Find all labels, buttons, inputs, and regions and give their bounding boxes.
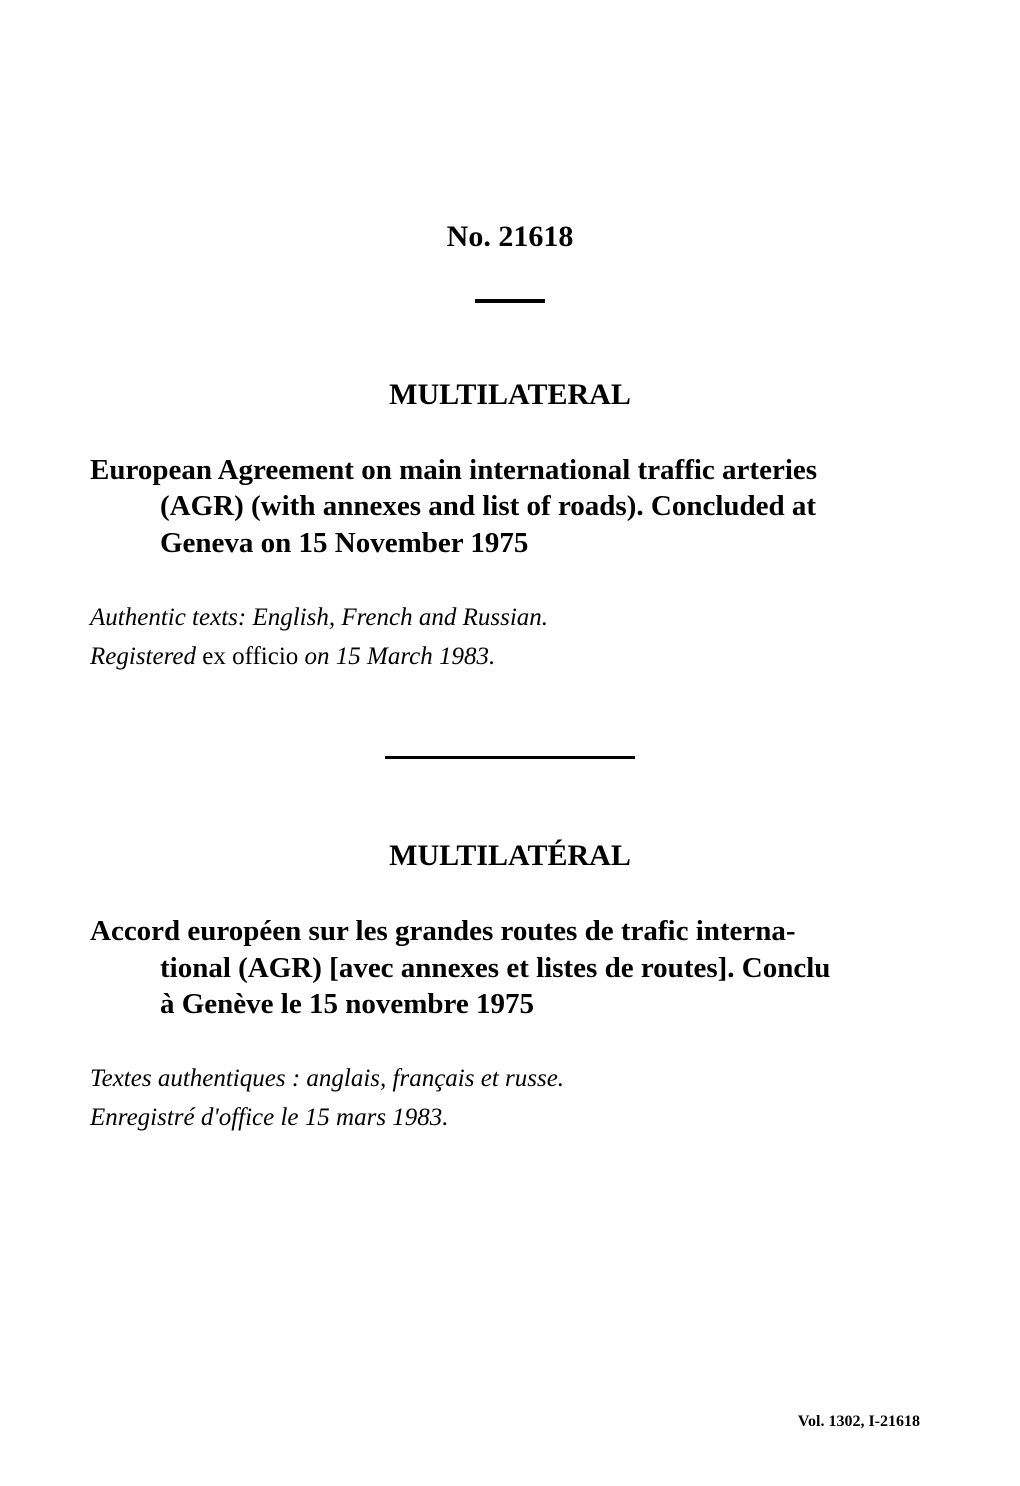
registered-fr: Enregistré d'office le 15 mars 1983. [90,1099,930,1138]
metadata-en: Authentic texts: English, French and Rus… [90,599,930,677]
document-number: No. 21618 [90,220,930,254]
divider-short-1 [475,299,545,303]
authentic-texts-fr: Textes authentiques : anglais, français … [90,1060,930,1099]
section-french: MULTILATÉRAL Accord européen sur les gra… [90,839,930,1137]
heading-multilateral-en: MULTILATERAL [90,378,930,412]
title-fr: Accord européen sur les grandes routes d… [90,913,930,1022]
registered-en-suffix: on 15 March 1983. [298,643,495,670]
divider-long [385,756,635,759]
title-fr-line3: à Genève le 15 novembre 1975 [90,986,930,1022]
authentic-texts-en: Authentic texts: English, French and Rus… [90,599,930,638]
title-fr-line2: tional (AGR) [avec annexes et listes de … [90,950,930,986]
section-english: MULTILATERAL European Agreement on main … [90,378,930,676]
title-en-line2: (AGR) (with annexes and list of roads). … [90,488,930,524]
title-en-line3: Geneva on 15 November 1975 [90,525,930,561]
title-fr-line1: Accord européen sur les grandes routes d… [90,915,796,947]
metadata-fr: Textes authentiques : anglais, français … [90,1060,930,1138]
title-en-line1: European Agreement on main international… [90,454,817,486]
registered-en-ex-officio: ex officio [202,643,298,670]
footer-volume-ref: Vol. 1302, I-21618 [798,1413,920,1431]
registered-en-prefix: Registered [90,643,202,670]
title-en: European Agreement on main international… [90,452,930,561]
registered-en: Registered ex officio on 15 March 1983. [90,638,930,677]
heading-multilateral-fr: MULTILATÉRAL [90,839,930,873]
